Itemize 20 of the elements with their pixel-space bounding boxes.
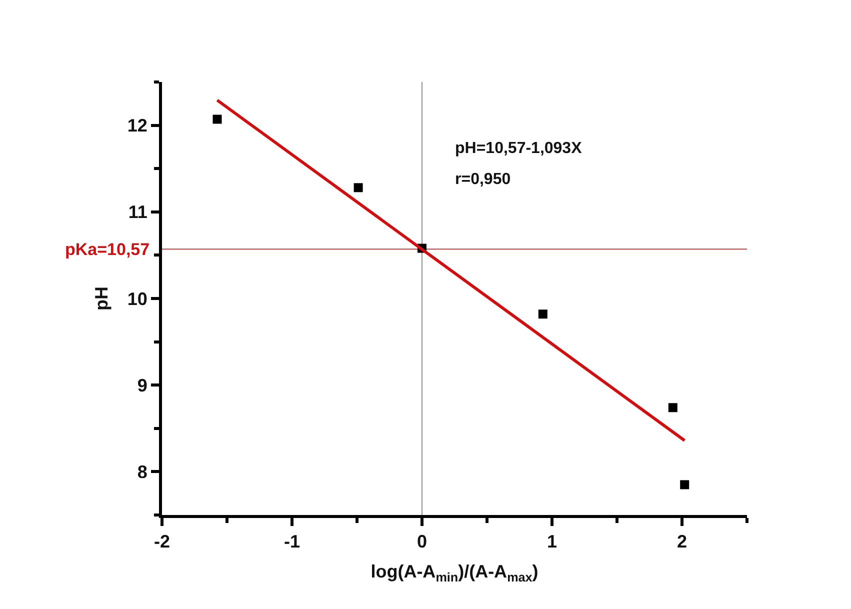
x-tick-label: 1 [546, 532, 558, 552]
annotation: r=0,950 [455, 171, 511, 188]
y-axis-title: pH [92, 286, 112, 310]
point [538, 310, 548, 319]
y-tick-label: 12 [127, 116, 148, 136]
y-tick-label: 10 [127, 288, 148, 309]
point [354, 183, 363, 192]
x-tick-label: 0 [416, 532, 428, 552]
x-tick-label: -1 [284, 532, 300, 552]
y-tick-label: 9 [137, 375, 148, 396]
annotation: pH=10,57-1,093X [455, 140, 582, 157]
x-axis-title: log(A-A$_{min}$)/(A-A$_{max}$) [370, 562, 538, 584]
point [680, 480, 690, 490]
point [668, 403, 678, 412]
y-tick-label: 11 [128, 202, 148, 222]
ref-line-label: pKa=10,57 [65, 240, 150, 259]
point [212, 114, 222, 124]
x-tick-label: -2 [154, 532, 170, 552]
x-tick-label: 2 [676, 532, 688, 552]
y-tick-label: 8 [137, 462, 148, 482]
